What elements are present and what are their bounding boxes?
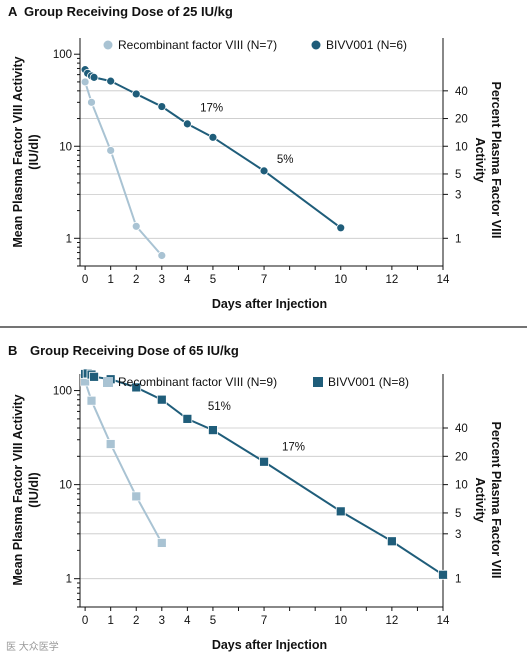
- panel-b-title: Group Receiving Dose of 65 IU/kg: [30, 343, 239, 358]
- panel-a-y-axis-title: Mean Plasma Factor VIII Activity (IU/dl): [11, 56, 41, 247]
- panel-a-series-0-point-0: [80, 77, 90, 87]
- panel-b-x-tick-label-8: 12: [385, 615, 398, 627]
- panel-a-annotation-0: 17%: [200, 102, 223, 114]
- panel-a-x-tick-label-3: 3: [159, 274, 165, 286]
- panel-a-title: Group Receiving Dose of 25 IU/kg: [24, 4, 233, 19]
- panel-a-series-0-point-1: [87, 97, 96, 107]
- panel-a-series-0-point-2: [106, 146, 116, 155]
- panel-b-series-0-point-1: [86, 395, 97, 406]
- panel-a-series-1-point-4: [106, 76, 116, 86]
- panel-b-legend-label-1: BIVV001 (N=8): [328, 375, 409, 389]
- panel-b-x-tick-label-1: 1: [107, 615, 113, 627]
- panel-a-x-tick-label-8: 12: [385, 274, 398, 286]
- panel-b-series-1-point-12: [438, 569, 448, 580]
- panel-a-series-1-point-9: [259, 166, 269, 176]
- panel-a-x-tick-label-6: 7: [261, 274, 267, 286]
- panel-b-y-axis-title: Mean Plasma Factor VIII Activity (IU/dl): [11, 394, 41, 585]
- panel-a-legend-label-0: Recombinant factor VIII (N=7): [118, 38, 277, 52]
- panel-a-x-tick-label-7: 10: [334, 274, 347, 286]
- panel-a-legend-marker-1: [311, 40, 321, 50]
- panel-b-y2-tick-label-1: 3: [455, 529, 461, 541]
- panel-b-x-axis-title: Days after Injection: [212, 638, 327, 652]
- panel-a-series-1-line: [84, 69, 342, 229]
- panel-b-series-1-point-10: [335, 506, 346, 517]
- panel-a-y2-tick-label-3: 10: [455, 141, 468, 153]
- panel-a-y-tick-label-1: 10: [59, 141, 72, 153]
- panel-a-x-tick-label-1: 1: [107, 274, 113, 286]
- panel-b-x-tick-label-0: 0: [82, 615, 88, 627]
- panel-b-y2-tick-label-5: 40: [455, 423, 468, 435]
- panel-b-x-tick-label-3: 3: [159, 615, 165, 627]
- panel-a-y-tick-label-0: 1: [66, 233, 72, 245]
- panel-b-x-tick-label-5: 5: [210, 615, 216, 627]
- panel-b-letter: B: [8, 343, 17, 358]
- panel-a-legend-marker-0: [103, 40, 113, 50]
- panel-a-x-tick-label-9: 14: [437, 274, 450, 286]
- panel-a-y2-tick-label-5: 40: [455, 86, 468, 98]
- panel-b-y-tick-label-2: 100: [53, 386, 72, 398]
- panel-b-series-1-point-6: [156, 394, 167, 405]
- panel-b-x-tick-label-6: 7: [261, 615, 267, 627]
- panel-a-letter: A: [8, 4, 18, 19]
- panel-b-series-0-point-3: [131, 491, 142, 502]
- panel-a-annotation-1: 5%: [277, 154, 294, 166]
- panel-a-y2-axis-title: Percent Plasma Factor VIIIActivity: [473, 81, 503, 238]
- panel-a-series-1-point-6: [157, 102, 167, 111]
- panel-b-x-tick-label-4: 4: [184, 615, 191, 627]
- panel-b-series-1-point-9: [259, 456, 269, 467]
- panel-a-series-1-point-10: [336, 223, 346, 233]
- panel-b-series-1-point-7: [182, 413, 193, 424]
- panel-b-legend-marker-0: [103, 377, 113, 387]
- panel-a-series-0-line: [84, 81, 163, 257]
- panel-a-series-1-point-7: [182, 119, 192, 129]
- panel-a-x-tick-label-0: 0: [82, 274, 88, 286]
- panel-b-y-tick-label-0: 1: [66, 574, 72, 586]
- panel-a-y2-tick-label-1: 3: [455, 189, 461, 201]
- panel-b-series-0-line: [84, 381, 163, 544]
- panel-a-series-1-point-8: [208, 132, 218, 142]
- panel-b-series-1-point-8: [208, 425, 218, 435]
- panel-b-series-1-point-3: [89, 371, 99, 382]
- panel-b-y2-tick-label-2: 5: [455, 508, 461, 520]
- panel-b-y-tick-label-1: 10: [59, 480, 72, 492]
- panel-b-legend-label-0: Recombinant factor VIII (N=9): [118, 375, 277, 389]
- panel-b-y2-tick-label-3: 10: [455, 480, 468, 492]
- panel-a-x-tick-label-2: 2: [133, 274, 139, 286]
- panel-a-series-1-point-3: [89, 72, 99, 82]
- panel-a-y2-tick-label-4: 20: [455, 114, 468, 126]
- panel-b-x-tick-label-2: 2: [133, 615, 139, 627]
- panel-b-y2-tick-label-0: 1: [455, 574, 461, 586]
- panel-b-x-tick-label-9: 14: [437, 615, 450, 627]
- panel-a-x-axis-title: Days after Injection: [212, 297, 327, 311]
- panel-a-x-tick-label-4: 4: [184, 274, 191, 286]
- panel-a-series-0-point-4: [157, 251, 167, 260]
- panel-b-legend-marker-1: [313, 377, 323, 387]
- panel-a-y2-tick-label-2: 5: [455, 169, 461, 181]
- panel-b-series-0-point-4: [156, 538, 167, 548]
- panel-b-series-1-point-5: [131, 382, 142, 393]
- panel-a-series-1-point-5: [131, 89, 141, 99]
- panel-a-y-tick-label-2: 100: [53, 49, 72, 61]
- panel-a-x-tick-label-5: 5: [210, 274, 216, 286]
- panel-b-y2-axis-title: Percent Plasma Factor VIIIActivity: [473, 421, 503, 578]
- panel-a-series-0-point-3: [131, 221, 141, 231]
- watermark-text: 医 大众医学: [6, 640, 59, 653]
- panel-b-annotation-0: 51%: [208, 401, 231, 413]
- panel-a-y2-tick-label-0: 1: [455, 233, 461, 245]
- panel-b-y2-tick-label-4: 20: [455, 451, 468, 463]
- panel-b-series-1-point-11: [386, 536, 397, 547]
- panel-a-legend-label-1: BIVV001 (N=6): [326, 38, 407, 52]
- panel-b-series-0-point-2: [105, 439, 116, 449]
- panel-b-x-tick-label-7: 10: [334, 615, 347, 627]
- panel-b-annotation-1: 17%: [282, 442, 305, 454]
